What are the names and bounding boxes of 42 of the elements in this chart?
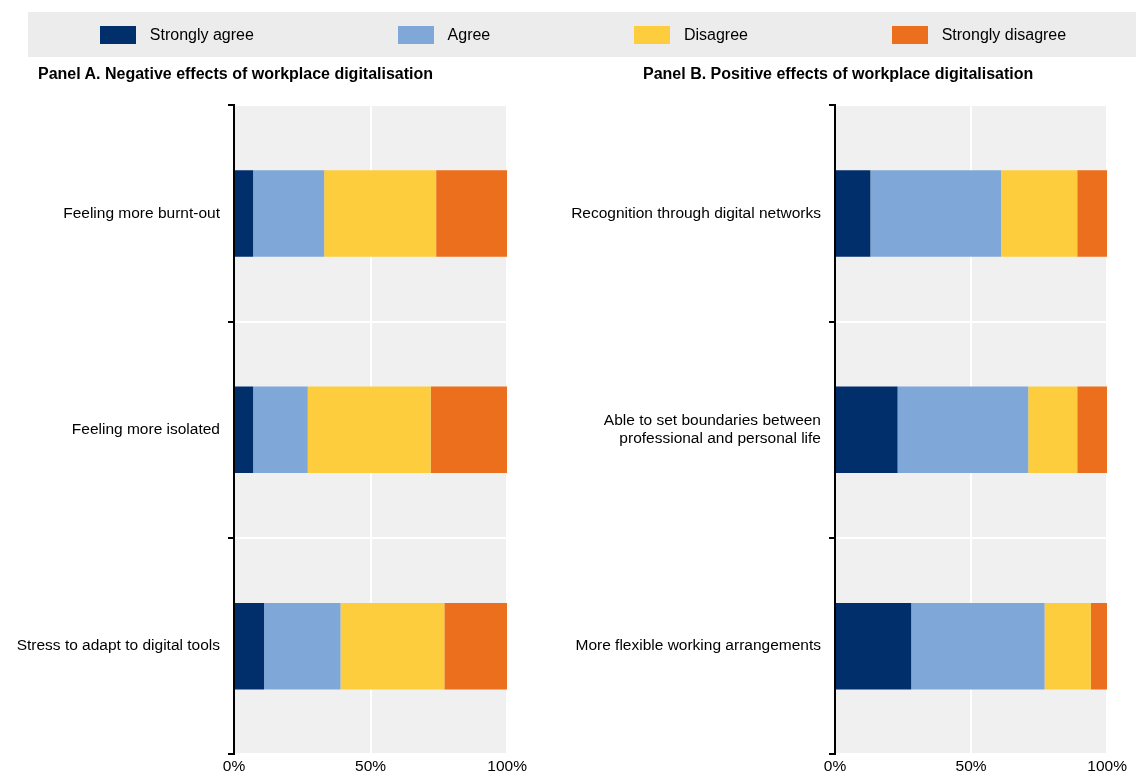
- y-tick-label: More flexible working arrangements: [575, 636, 822, 654]
- bar: [836, 170, 871, 257]
- bar: [253, 170, 325, 257]
- legend-label: Disagree: [683, 25, 748, 44]
- bar: [235, 386, 254, 474]
- x-tick-label: 0%: [222, 756, 246, 774]
- x-tick-label: 100%: [1087, 756, 1128, 774]
- legend-label: Strongly agree: [149, 25, 254, 44]
- chart-title: Panel A. Negative effects of workplace digitalisation: [38, 65, 434, 83]
- bar: [235, 170, 254, 257]
- bar: [235, 602, 265, 690]
- bar: [1044, 602, 1091, 690]
- bar: [1090, 602, 1108, 690]
- bar: [436, 170, 508, 257]
- bar: [1001, 170, 1078, 257]
- legend-label: Strongly disagree: [941, 25, 1067, 44]
- bar: [444, 602, 508, 690]
- chart-title: Panel B. Positive effects of workplace digitalisation: [643, 65, 1034, 83]
- y-tick-label: Stress to adapt to digital tools: [16, 636, 221, 654]
- bar: [324, 170, 437, 257]
- bar: [1077, 170, 1108, 257]
- bar: [897, 386, 1029, 474]
- x-tick-label: 0%: [823, 756, 847, 774]
- bar: [264, 602, 341, 690]
- x-tick-label: 50%: [355, 756, 387, 774]
- bar: [836, 602, 912, 690]
- y-tick-label: Recognition through digital networks: [571, 203, 822, 221]
- x-tick-label: 100%: [487, 756, 528, 774]
- bar: [911, 602, 1045, 690]
- y-tick-label: Feeling more burnt-out: [63, 203, 221, 221]
- bar: [836, 386, 898, 474]
- bar: [340, 602, 445, 690]
- bar: [1028, 386, 1078, 474]
- bar: [253, 386, 308, 474]
- bar: [307, 386, 431, 474]
- bar: [870, 170, 1002, 257]
- y-tick-label: Feeling more isolated: [71, 420, 220, 438]
- bar: [430, 386, 508, 474]
- bar: [1077, 386, 1108, 474]
- y-tick-label: Able to set boundaries between professional and personal life: [603, 410, 821, 447]
- x-tick-label: 50%: [955, 756, 987, 774]
- legend-label: Agree: [447, 25, 491, 44]
